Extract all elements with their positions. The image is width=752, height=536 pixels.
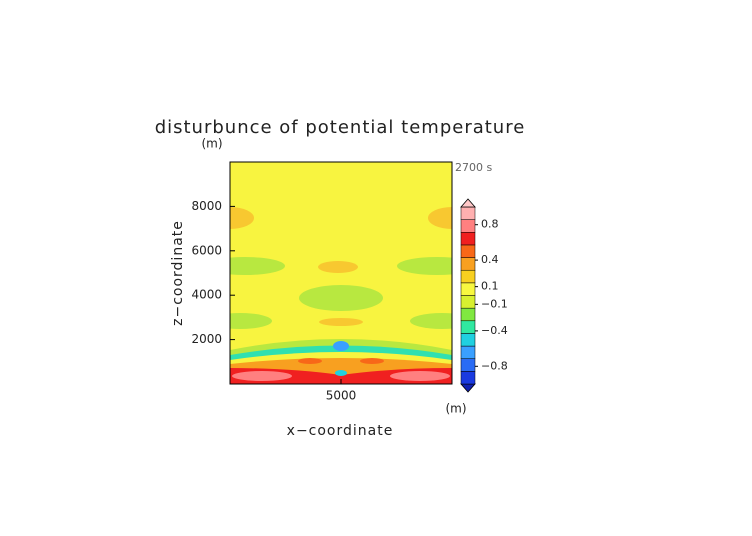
colorbar-box: [460, 244, 476, 258]
colorbar-box: [460, 232, 476, 246]
chart-title: disturbunce of potential temperature: [155, 117, 526, 138]
y-tick-label: 2000: [191, 332, 222, 346]
colorbar-tick-label: −0.8: [481, 359, 508, 372]
contour-field: [230, 162, 452, 384]
colorbar-arrow: [460, 383, 476, 393]
colorbar-box: [460, 307, 476, 322]
colorbar-box: [460, 333, 476, 347]
colorbar-arrow: [460, 198, 476, 208]
colorbar-box: [460, 358, 476, 372]
x-unit: (m): [445, 402, 466, 416]
x-tick-label: 5000: [326, 389, 357, 403]
y-tick-label: 6000: [191, 243, 222, 257]
y-axis-label: z−coordinate: [170, 220, 186, 326]
colorbar-box: [460, 269, 476, 284]
colorbar-box: [460, 320, 476, 334]
colorbar-box: [460, 219, 476, 233]
colorbar-box: [460, 206, 476, 220]
colorbar-box: [460, 345, 476, 359]
colorbar-box: [460, 257, 476, 271]
x-axis-label: x−coordinate: [287, 423, 394, 439]
y-tick-label: 8000: [191, 199, 222, 213]
y-unit: (m): [201, 137, 222, 151]
colorbar-box: [460, 282, 476, 296]
colorbar-tick-label: 0.1: [481, 280, 499, 293]
y-tick-label: 4000: [191, 288, 222, 302]
colorbar-tick-label: −0.1: [481, 297, 508, 310]
colorbar-box: [460, 295, 476, 309]
time-label: 2700 s: [455, 161, 492, 174]
colorbar-tick-label: 0.8: [481, 218, 499, 231]
colorbar-tick-label: 0.4: [481, 253, 499, 266]
colorbar-tick-label: −0.4: [481, 324, 508, 337]
colorbar-box: [460, 371, 476, 385]
